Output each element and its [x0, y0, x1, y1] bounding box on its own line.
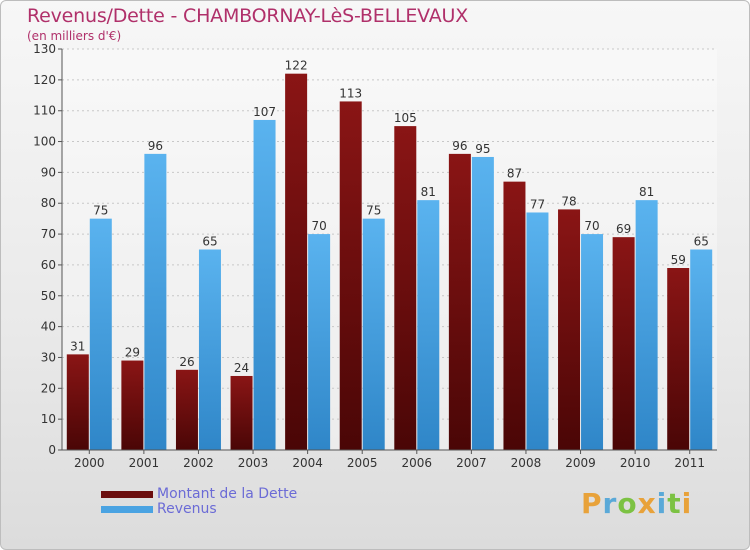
data-label: 95 — [475, 142, 490, 156]
data-label: 59 — [671, 253, 686, 267]
data-label: 122 — [285, 59, 308, 73]
bar-revenus — [581, 234, 604, 450]
data-label: 105 — [394, 111, 417, 125]
x-tick-label: 2010 — [620, 456, 651, 470]
data-label: 26 — [179, 355, 194, 369]
legend-swatch-revenus — [101, 506, 153, 513]
y-tick-label: 60 — [41, 258, 56, 272]
data-label: 107 — [253, 105, 276, 119]
x-tick-label: 2004 — [292, 456, 323, 470]
legend-label-dette: Montant de la Dette — [157, 486, 298, 502]
chart-title: Revenus/Dette - CHAMBORNAY-LèS-BELLEVAUX — [27, 5, 469, 27]
bar-revenus — [253, 119, 276, 450]
data-label: 69 — [616, 222, 631, 236]
y-tick-label: 50 — [41, 289, 56, 303]
y-tick-label: 40 — [41, 320, 56, 334]
bar-revenus — [417, 200, 440, 450]
bar-dette — [121, 360, 144, 450]
bar-revenus — [526, 212, 549, 450]
data-label: 96 — [148, 139, 163, 153]
y-tick-label: 80 — [41, 196, 56, 210]
bar-revenus — [471, 156, 494, 450]
x-tick-label: 2008 — [511, 456, 542, 470]
bar-revenus — [198, 249, 221, 450]
y-tick-label: 110 — [33, 104, 56, 118]
bar-dette — [558, 209, 581, 450]
data-label: 75 — [366, 204, 381, 218]
data-label: 113 — [339, 86, 362, 100]
proxiti-logo: Proxiti — [581, 487, 692, 520]
bar-revenus — [144, 153, 167, 450]
legend-swatch-dette — [101, 491, 153, 498]
data-label: 75 — [93, 204, 108, 218]
bar-dette — [285, 73, 308, 450]
x-tick-label: 2000 — [74, 456, 105, 470]
data-label: 78 — [561, 194, 576, 208]
x-tick-label: 2003 — [238, 456, 269, 470]
data-label: 24 — [234, 361, 249, 375]
bar-revenus — [635, 200, 658, 450]
bar-dette — [612, 237, 635, 450]
y-tick-label: 30 — [41, 350, 56, 364]
chart-subtitle: (en milliers d'€) — [27, 29, 122, 43]
legend-label-revenus: Revenus — [157, 501, 217, 517]
y-tick-label: 120 — [33, 73, 56, 87]
logo-letter: i — [681, 487, 693, 520]
logo-letter: P — [581, 487, 603, 520]
y-tick-label: 100 — [33, 135, 56, 149]
bar-dette — [230, 375, 253, 450]
logo-letter: i — [656, 487, 668, 520]
y-tick-label: 90 — [41, 165, 56, 179]
bar-dette — [175, 369, 198, 450]
y-tick-label: 70 — [41, 227, 56, 241]
bar-revenus — [362, 218, 385, 450]
data-label: 87 — [507, 167, 522, 181]
x-tick-label: 2005 — [347, 456, 378, 470]
bar-dette — [503, 181, 526, 450]
y-tick-label: 20 — [41, 381, 56, 395]
plot-area — [62, 49, 717, 450]
data-label: 29 — [125, 346, 140, 360]
logo-letter: x — [637, 487, 657, 520]
bar-revenus — [308, 234, 331, 450]
logo-letter: r — [602, 487, 618, 520]
bar-revenus — [690, 249, 713, 450]
data-label: 81 — [421, 185, 436, 199]
data-label: 65 — [694, 235, 709, 249]
data-label: 70 — [584, 219, 599, 233]
data-label: 65 — [202, 235, 217, 249]
data-label: 81 — [639, 185, 654, 199]
x-tick-label: 2006 — [402, 456, 433, 470]
x-tick-label: 2007 — [456, 456, 487, 470]
logo-letter: t — [667, 487, 682, 520]
x-tick-label: 2002 — [183, 456, 214, 470]
data-label: 70 — [311, 219, 326, 233]
x-tick-label: 2011 — [674, 456, 705, 470]
data-label: 31 — [70, 339, 85, 353]
bar-dette — [66, 354, 89, 450]
bar-dette — [667, 268, 690, 450]
bar-revenus — [89, 218, 112, 450]
y-tick-label: 10 — [41, 412, 56, 426]
data-label: 96 — [452, 139, 467, 153]
data-label: 77 — [530, 197, 545, 211]
logo-letter: o — [617, 487, 638, 520]
x-tick-label: 2001 — [129, 456, 160, 470]
y-tick-label: 0 — [48, 443, 56, 457]
x-tick-label: 2009 — [565, 456, 596, 470]
y-tick-label: 130 — [33, 42, 56, 56]
bar-dette — [339, 101, 362, 450]
bar-dette — [394, 126, 417, 450]
bar-dette — [448, 153, 471, 450]
